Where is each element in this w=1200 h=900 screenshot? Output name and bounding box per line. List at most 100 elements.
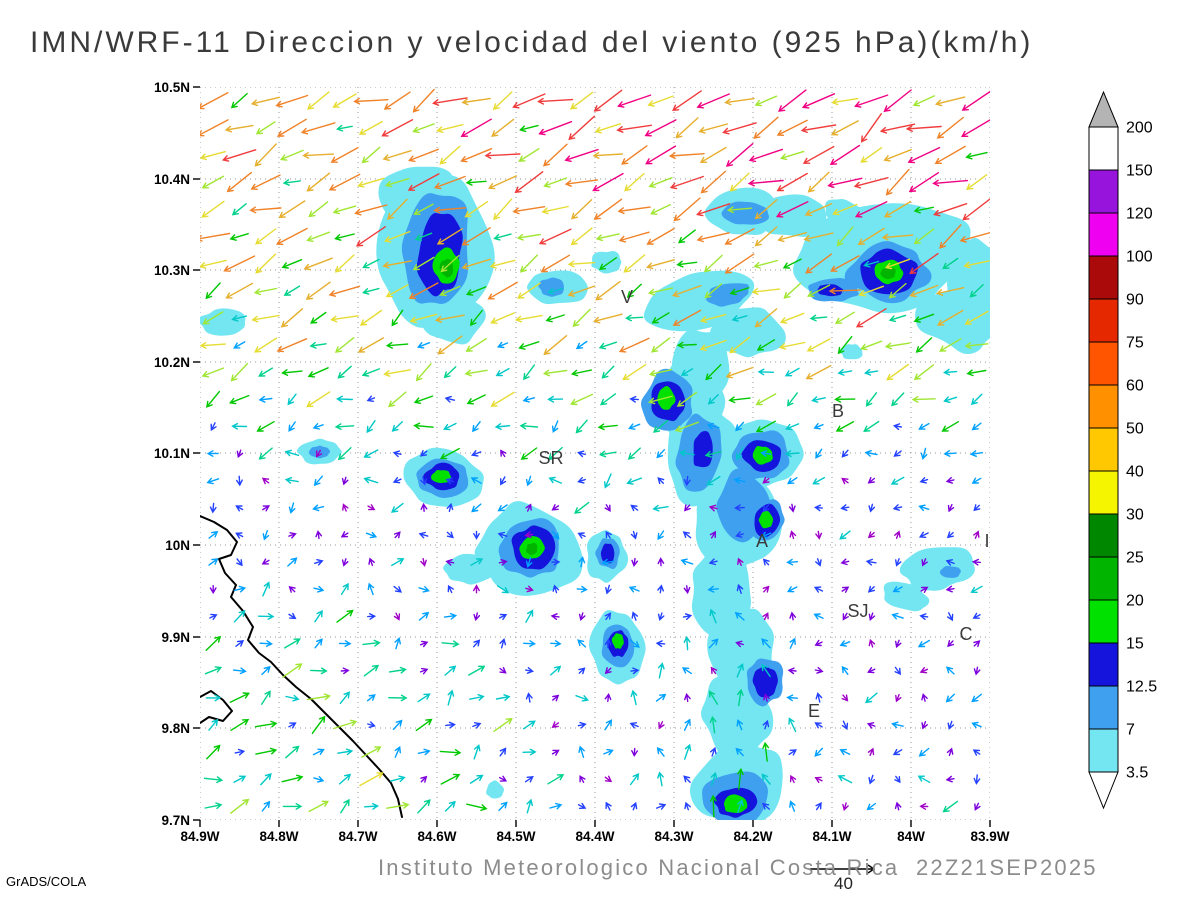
shaded-region [880, 267, 896, 280]
wind-arrow [417, 693, 431, 703]
wind-arrow [258, 367, 273, 377]
wind-arrow [708, 504, 718, 512]
y-tick-label: 10N [165, 538, 190, 553]
wind-arrow [524, 531, 534, 539]
wind-arrow [943, 368, 958, 376]
wind-arrow [393, 585, 402, 593]
wind-arrow [779, 312, 805, 324]
wind-arrow [437, 335, 463, 355]
wind-arrow [334, 423, 355, 430]
wind-arrow [473, 639, 481, 648]
wind-arrow [570, 369, 592, 377]
wind-arrow [616, 124, 652, 133]
wind-arrow [920, 447, 928, 460]
wind-arrow [868, 503, 876, 513]
wind-arrow [306, 172, 331, 192]
wind-arrow [342, 503, 349, 512]
wind-arrow [473, 584, 480, 594]
wind-arrow [551, 420, 559, 433]
wind-arrow [493, 233, 512, 241]
wind-arrow [540, 254, 570, 273]
wind-arrow [461, 258, 491, 270]
wind-arrow [288, 421, 296, 432]
wind-arrow [362, 287, 380, 295]
wind-arrow [971, 721, 982, 729]
wind-arrow [569, 91, 594, 110]
wind-arrow [648, 177, 673, 188]
wind-arrow [231, 203, 247, 216]
wind-arrow [629, 722, 639, 729]
wind-arrow [493, 198, 513, 221]
wind-arrow [678, 449, 695, 457]
shaded-region [723, 794, 748, 814]
wind-arrow [575, 695, 590, 702]
wind-arrow [895, 558, 902, 567]
wind-arrow [815, 448, 823, 459]
wind-arrow [815, 692, 823, 703]
wind-arrow [710, 771, 718, 786]
wind-arrow [789, 611, 797, 621]
wind-arrow [361, 146, 381, 164]
wind-arrow [728, 396, 751, 404]
wind-arrow [551, 504, 560, 511]
colorbar-label: 12.5 [1126, 679, 1157, 696]
colorbar-segment [1088, 685, 1119, 730]
wind-arrow [578, 667, 586, 675]
wind-arrow [595, 233, 620, 242]
wind-arrow [710, 666, 718, 675]
wind-arrow [753, 116, 779, 140]
wind-arrow [868, 774, 875, 785]
wind-arrow [523, 720, 536, 730]
y-tick-label: 10.5N [154, 80, 190, 95]
wind-arrow [284, 638, 301, 649]
wind-arrow [839, 748, 851, 756]
wind-arrow [696, 232, 730, 243]
wind-arrow [365, 531, 378, 539]
wind-arrow [907, 146, 941, 164]
wind-arrow [841, 665, 849, 675]
wind-arrow [617, 206, 651, 214]
wind-arrow [734, 504, 745, 512]
wind-arrow [487, 281, 518, 300]
wind-arrow [353, 97, 389, 105]
wind-arrow [753, 259, 779, 269]
wind-arrow [597, 423, 618, 431]
wind-arrow [201, 200, 225, 218]
colorbar-segment [1088, 599, 1119, 644]
x-tick-label: 84.1W [812, 829, 851, 844]
wind-arrow [256, 421, 275, 432]
wind-arrow [412, 123, 435, 134]
wind-arrow [729, 336, 751, 354]
wind-arrow [601, 558, 615, 566]
wind-arrow [755, 393, 777, 406]
wind-arrow [413, 422, 434, 430]
wind-arrow [230, 362, 249, 382]
wind-arrow [550, 640, 562, 647]
wind-arrow [340, 531, 349, 538]
wind-arrow [801, 93, 836, 109]
wind-arrow [388, 694, 408, 702]
wind-arrow [336, 124, 353, 132]
wind-arrow [334, 254, 355, 273]
wind-arrow [760, 531, 772, 539]
wind-arrow [973, 504, 981, 512]
wind-arrow [336, 395, 353, 403]
wind-arrow [300, 122, 336, 135]
wind-arrow [391, 558, 405, 567]
wind-arrow [762, 477, 770, 484]
wind-arrow [551, 749, 560, 756]
wind-arrow [676, 341, 697, 349]
wind-arrow [894, 801, 902, 811]
wind-arrow [288, 722, 297, 729]
wind-arrow [709, 608, 717, 624]
wind-arrow [921, 558, 928, 567]
station-label: A [756, 531, 768, 551]
wind-arrow [407, 173, 440, 191]
wind-arrow [204, 666, 223, 675]
wind-arrow [525, 609, 534, 623]
wind-arrow [281, 369, 303, 376]
wind-arrow [835, 421, 855, 432]
wind-arrow [576, 585, 588, 593]
wind-arrow [578, 556, 586, 568]
